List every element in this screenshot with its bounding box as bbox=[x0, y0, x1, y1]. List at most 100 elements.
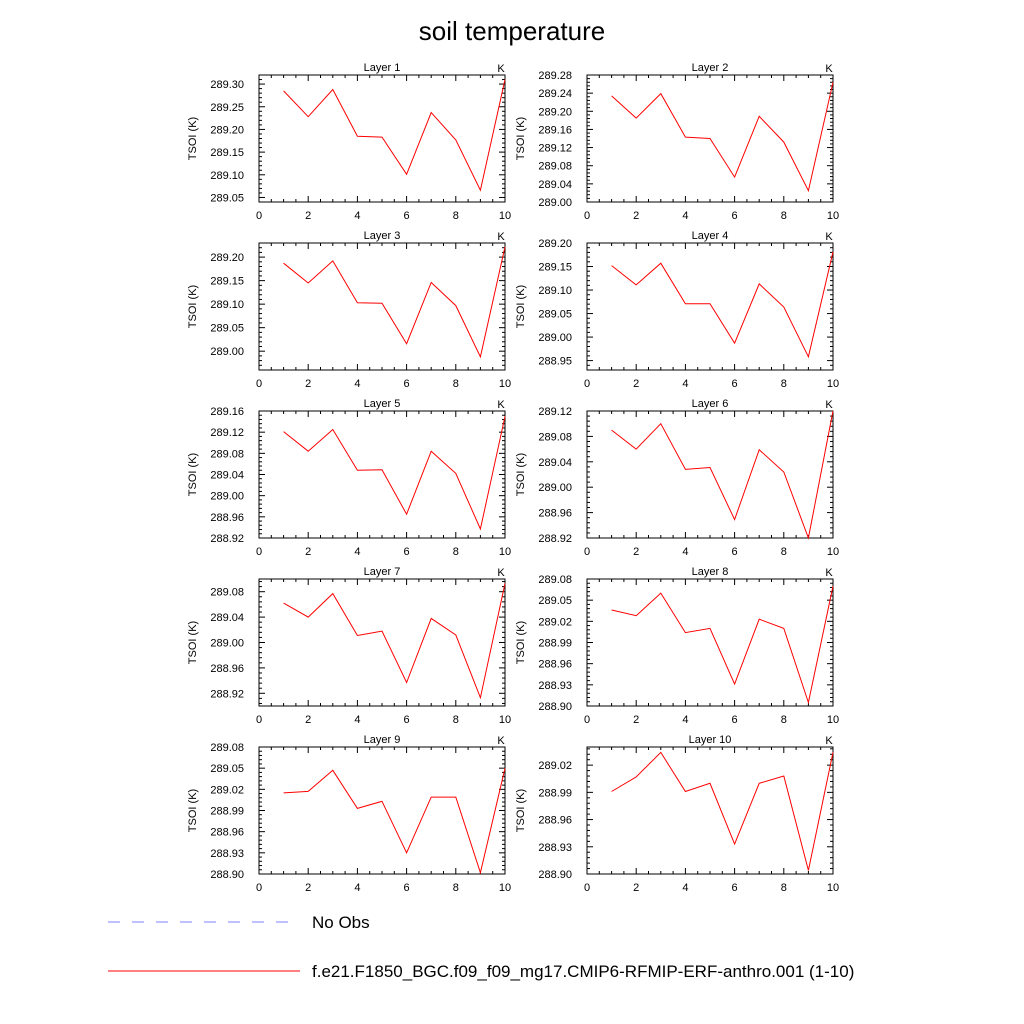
x-tick-label: 6 bbox=[732, 714, 738, 726]
x-tick-label: 6 bbox=[732, 210, 738, 222]
panel-layer-8: Layer 8 K TSOI (K) 0 2 4 6 8 10 288.90 288.93 288.9… bbox=[515, 566, 839, 726]
plot-frame bbox=[258, 410, 506, 539]
series-line-layer-2 bbox=[611, 82, 834, 193]
series-line-layer-7 bbox=[283, 583, 506, 700]
figure-title: soil temperature bbox=[419, 16, 605, 46]
plot-frame bbox=[258, 578, 506, 707]
x-tick-label: 2 bbox=[633, 378, 639, 390]
y-tick-label: 289.04 bbox=[210, 612, 244, 624]
y-tick-label: 289.08 bbox=[210, 742, 244, 754]
plot-frame bbox=[258, 746, 506, 875]
x-tick-label: 0 bbox=[584, 882, 590, 894]
y-axis-label: TSOI (K) bbox=[187, 285, 199, 328]
x-tick-label: 6 bbox=[404, 210, 410, 222]
y-axis-label: TSOI (K) bbox=[187, 453, 199, 496]
x-tick-label: 0 bbox=[584, 210, 590, 222]
unit-label: K bbox=[497, 399, 505, 411]
series-line-layer-1 bbox=[283, 79, 506, 192]
x-tick-label: 10 bbox=[499, 882, 511, 894]
x-tick-label: 8 bbox=[781, 210, 787, 222]
x-tick-label: 10 bbox=[499, 714, 511, 726]
x-tick-label: 2 bbox=[305, 210, 311, 222]
legend: No Obs f.e21.F1850_BGC.f09_f09_mg17.CMIP… bbox=[108, 913, 854, 981]
y-tick-label: 289.02 bbox=[538, 760, 572, 772]
x-tick-label: 4 bbox=[354, 546, 360, 558]
y-tick-label: 289.25 bbox=[210, 102, 244, 114]
x-tick-label: 4 bbox=[682, 546, 688, 558]
series-line-layer-6 bbox=[611, 410, 834, 540]
y-axis-label: TSOI (K) bbox=[515, 621, 527, 664]
x-tick-label: 6 bbox=[732, 378, 738, 390]
y-tick-label: 289.05 bbox=[538, 309, 572, 321]
y-tick-label: 288.96 bbox=[538, 815, 572, 827]
y-tick-label: 289.24 bbox=[538, 88, 572, 100]
plot-frame bbox=[586, 746, 834, 875]
x-tick-label: 2 bbox=[633, 714, 639, 726]
y-tick-label: 289.10 bbox=[538, 285, 572, 297]
x-tick-label: 8 bbox=[781, 378, 787, 390]
y-tick-label: 289.04 bbox=[210, 470, 244, 482]
y-tick-label: 288.92 bbox=[210, 688, 244, 700]
x-tick-label: 0 bbox=[256, 378, 262, 390]
x-tick-label: 6 bbox=[732, 882, 738, 894]
unit-label: K bbox=[497, 63, 505, 75]
legend-label-no-obs: No Obs bbox=[312, 913, 370, 932]
panel-layer-7: Layer 7 K TSOI (K) 0 2 4 6 8 10 288.92 288.96 289.0… bbox=[187, 566, 511, 726]
x-tick-label: 6 bbox=[404, 882, 410, 894]
y-tick-label: 288.99 bbox=[538, 787, 572, 799]
unit-label: K bbox=[825, 735, 833, 747]
panel-layer-5: Layer 5 K TSOI (K) 0 2 4 6 8 10 288.92 288.96 289.0… bbox=[187, 398, 511, 558]
x-tick-label: 10 bbox=[499, 378, 511, 390]
x-tick-label: 8 bbox=[781, 882, 787, 894]
x-tick-label: 8 bbox=[781, 546, 787, 558]
series-line-layer-8 bbox=[611, 585, 834, 705]
x-tick-label: 4 bbox=[354, 714, 360, 726]
y-tick-label: 288.96 bbox=[210, 827, 244, 839]
y-tick-label: 288.96 bbox=[210, 663, 244, 675]
x-tick-label: 10 bbox=[827, 714, 839, 726]
y-tick-label: 288.93 bbox=[538, 842, 572, 854]
panel-grid: Layer 1 K TSOI (K) 0 2 4 6 8 10 289.05 289.10 289.1… bbox=[187, 62, 839, 894]
plot-frame bbox=[586, 242, 834, 371]
x-tick-label: 6 bbox=[404, 546, 410, 558]
panel-title: Layer 2 bbox=[692, 62, 729, 74]
y-tick-label: 288.96 bbox=[538, 659, 572, 671]
unit-label: K bbox=[825, 399, 833, 411]
y-tick-label: 289.05 bbox=[210, 192, 244, 204]
y-tick-label: 289.00 bbox=[538, 197, 572, 209]
x-tick-label: 8 bbox=[453, 714, 459, 726]
panel-title: Layer 6 bbox=[692, 398, 729, 410]
y-tick-label: 289.16 bbox=[538, 124, 572, 136]
y-axis-label: TSOI (K) bbox=[187, 789, 199, 832]
panel-layer-6: Layer 6 K TSOI (K) 0 2 4 6 8 10 288.92 288.96 289.0… bbox=[515, 398, 839, 558]
y-tick-label: 289.05 bbox=[210, 763, 244, 775]
y-tick-label: 289.00 bbox=[538, 332, 572, 344]
y-tick-label: 289.15 bbox=[210, 276, 244, 288]
x-tick-label: 8 bbox=[453, 210, 459, 222]
x-tick-label: 4 bbox=[354, 210, 360, 222]
x-tick-label: 10 bbox=[499, 210, 511, 222]
series-line-layer-5 bbox=[283, 416, 506, 531]
y-tick-label: 289.10 bbox=[210, 299, 244, 311]
x-tick-label: 10 bbox=[827, 546, 839, 558]
x-tick-label: 4 bbox=[682, 378, 688, 390]
x-tick-label: 0 bbox=[584, 546, 590, 558]
panel-layer-1: Layer 1 K TSOI (K) 0 2 4 6 8 10 289.05 289.10 289.1… bbox=[187, 62, 511, 222]
y-tick-label: 289.20 bbox=[538, 106, 572, 118]
panel-title: Layer 4 bbox=[692, 230, 729, 242]
y-axis-label: TSOI (K) bbox=[187, 621, 199, 664]
x-tick-label: 2 bbox=[633, 210, 639, 222]
y-tick-label: 289.16 bbox=[210, 406, 244, 418]
unit-label: K bbox=[825, 567, 833, 579]
x-tick-label: 4 bbox=[354, 882, 360, 894]
panel-title: Layer 7 bbox=[364, 566, 401, 578]
y-tick-label: 288.90 bbox=[538, 869, 572, 881]
y-axis-label: TSOI (K) bbox=[515, 789, 527, 832]
legend-label-model-run: f.e21.F1850_BGC.f09_f09_mg17.CMIP6-RFMIP… bbox=[312, 962, 854, 981]
panel-layer-10: Layer 10 K TSOI (K) 0 2 4 6 8 10 288.90 288.93 288.… bbox=[515, 734, 839, 894]
y-tick-label: 288.92 bbox=[210, 533, 244, 545]
x-tick-label: 8 bbox=[453, 378, 459, 390]
x-tick-label: 4 bbox=[682, 882, 688, 894]
x-tick-label: 0 bbox=[584, 714, 590, 726]
y-tick-label: 289.08 bbox=[538, 574, 572, 586]
